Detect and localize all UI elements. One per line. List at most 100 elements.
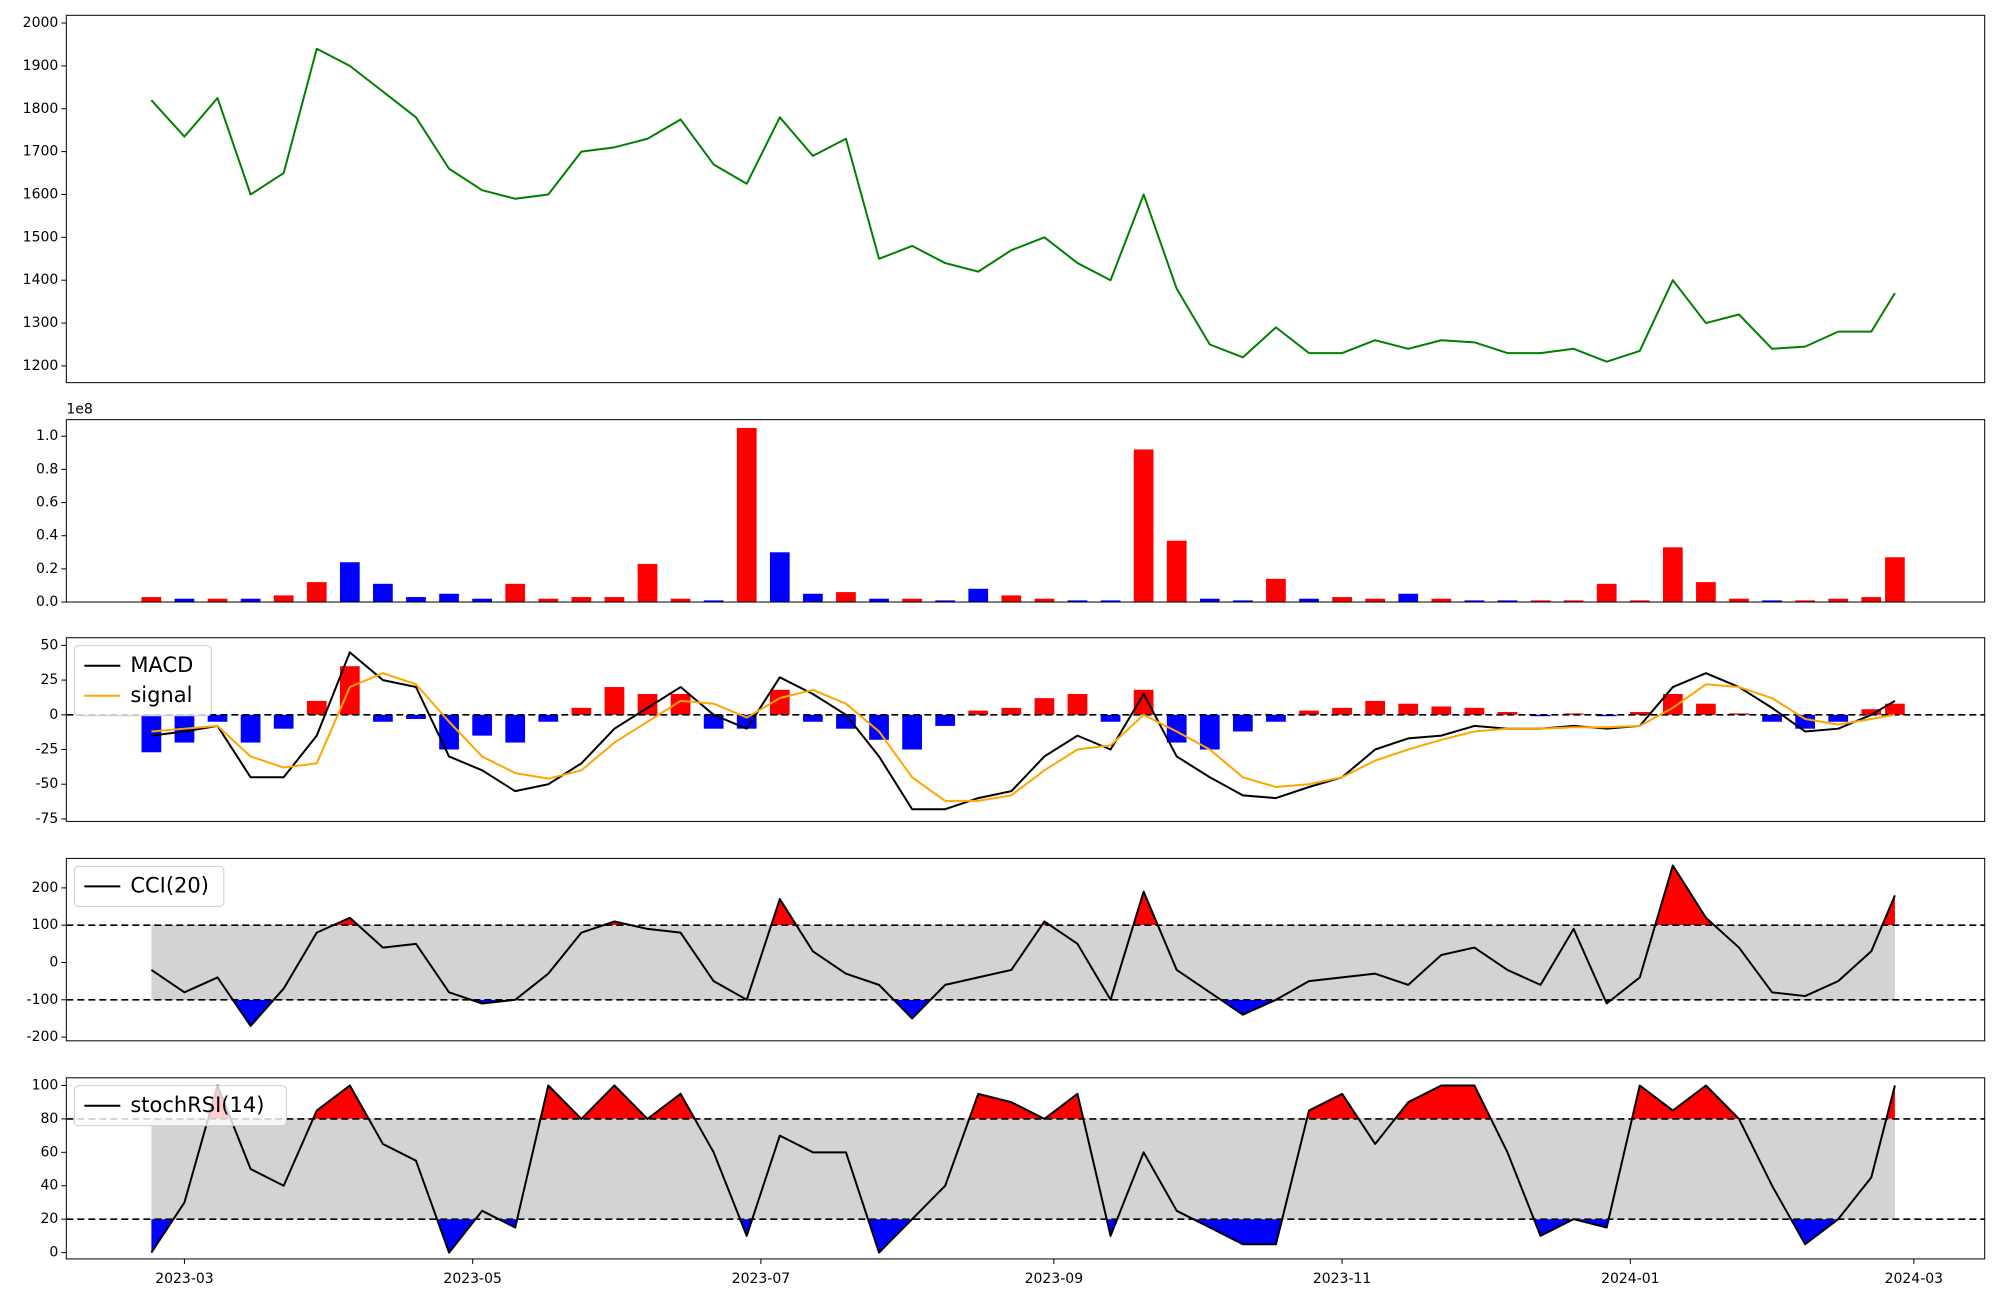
histogram-bar xyxy=(1464,707,1485,715)
legend-label: MACD xyxy=(130,653,193,677)
volume-bar xyxy=(1100,600,1121,603)
histogram-bar xyxy=(1861,709,1882,715)
y-tick-label: 0.8 xyxy=(36,461,58,477)
axes-frame xyxy=(65,637,1986,822)
histogram-bar xyxy=(1001,707,1022,715)
volume-bar xyxy=(1885,557,1905,603)
histogram-bar xyxy=(836,714,856,729)
y-tick-label: -200 xyxy=(27,1029,59,1045)
histogram-bar xyxy=(273,714,294,729)
y-tick-label: 1300 xyxy=(23,315,59,331)
histogram-bar xyxy=(803,714,823,722)
volume-bar xyxy=(1563,600,1584,603)
legend-box xyxy=(73,865,225,907)
histogram-bar xyxy=(968,710,989,715)
y-tick-label: 100 xyxy=(32,1077,59,1093)
y-tick-label: 0.2 xyxy=(36,561,58,577)
volume-bar xyxy=(1166,540,1187,603)
histogram-bar xyxy=(1885,703,1905,715)
histogram-bar xyxy=(1100,714,1121,722)
y-tick-label: 60 xyxy=(40,1144,58,1160)
axes-frame xyxy=(65,857,1986,1042)
histogram-bar xyxy=(141,714,162,753)
histogram-bar xyxy=(935,714,956,726)
axes-frame xyxy=(65,1077,1986,1260)
axes-frame xyxy=(65,419,1986,603)
y-tick-label: -25 xyxy=(35,742,58,758)
volume-bar xyxy=(439,593,459,603)
volume-bar xyxy=(1828,598,1849,603)
y-tick-label: 100 xyxy=(32,917,59,933)
volume-bar xyxy=(306,582,327,603)
histogram-bar xyxy=(306,700,327,715)
x-tick-label: 2023-09 xyxy=(1025,1271,1084,1287)
x-tick-label: 2024-01 xyxy=(1601,1271,1660,1287)
histogram-bar xyxy=(439,714,459,750)
overbought-fill xyxy=(151,1085,1895,1119)
y-tick-label: 0 xyxy=(49,954,58,970)
histogram-bar xyxy=(339,666,360,715)
volume-bar xyxy=(1232,600,1253,603)
histogram-bar xyxy=(406,714,426,719)
volume-bar xyxy=(1332,597,1352,603)
volume-bar xyxy=(1861,597,1882,603)
volume-bar xyxy=(637,563,658,603)
volume-bar xyxy=(1034,598,1055,603)
y-tick-label: 0 xyxy=(49,1245,58,1261)
histogram-bar xyxy=(1133,689,1154,715)
y-tick-label: 0.0 xyxy=(36,594,58,610)
legend-label: CCI(20) xyxy=(130,873,209,897)
histogram-bar xyxy=(373,714,393,722)
volume-bar xyxy=(273,595,294,603)
volume-bar xyxy=(1398,593,1419,603)
histogram-bar xyxy=(538,714,559,722)
legend-box xyxy=(73,1085,287,1127)
histogram-bar xyxy=(1232,714,1253,732)
volume-bar xyxy=(1001,595,1022,603)
volume-bar xyxy=(902,598,922,603)
y-tick-label: -50 xyxy=(35,776,58,792)
axes-frame xyxy=(65,14,1986,384)
histogram-bar xyxy=(1762,714,1782,722)
volume-bar xyxy=(174,598,195,603)
y-tick-label: 1200 xyxy=(23,358,59,374)
y-tick-label: 1500 xyxy=(23,229,59,245)
histogram-bar xyxy=(240,714,261,743)
neutral-band xyxy=(151,925,1895,1000)
volume-bar xyxy=(1497,600,1518,603)
volume-bar xyxy=(1596,583,1617,603)
volume-bar xyxy=(703,600,724,603)
volume-bar xyxy=(968,588,989,603)
y-tick-label: -100 xyxy=(27,992,59,1008)
volume-bar xyxy=(1133,449,1154,603)
y-tick-label: 50 xyxy=(40,637,58,653)
histogram-bar xyxy=(1398,703,1419,715)
histogram-bar xyxy=(207,714,228,722)
volume-bar xyxy=(1365,598,1386,603)
indicator-line xyxy=(151,651,1896,811)
volume-bar xyxy=(604,597,625,603)
x-tick-label: 2023-07 xyxy=(732,1271,791,1287)
histogram-bar xyxy=(1497,712,1518,715)
histogram-bar xyxy=(1034,698,1055,715)
y-tick-label: 1900 xyxy=(23,58,59,74)
volume-bar xyxy=(769,552,790,603)
volume-bar xyxy=(869,598,889,603)
y-tick-label: -75 xyxy=(35,811,58,827)
volume-bar xyxy=(505,583,526,603)
volume-bar xyxy=(1530,600,1551,603)
histogram-bar xyxy=(1696,703,1716,715)
volume-bar xyxy=(240,598,261,603)
x-tick-label: 2023-03 xyxy=(155,1271,214,1287)
volume-bar xyxy=(472,598,492,603)
neutral-band xyxy=(151,1118,1895,1220)
histogram-bar xyxy=(1365,700,1386,715)
y-tick-label: 0.4 xyxy=(36,528,58,544)
volume-bar xyxy=(1199,598,1220,603)
y-tick-label: 1.0 xyxy=(36,428,58,444)
volume-bar xyxy=(803,593,823,603)
y-tick-label: 25 xyxy=(40,672,58,688)
y-tick-label: 40 xyxy=(40,1178,58,1194)
x-tick-label: 2024-03 xyxy=(1885,1271,1944,1287)
histogram-bar xyxy=(1199,714,1220,750)
